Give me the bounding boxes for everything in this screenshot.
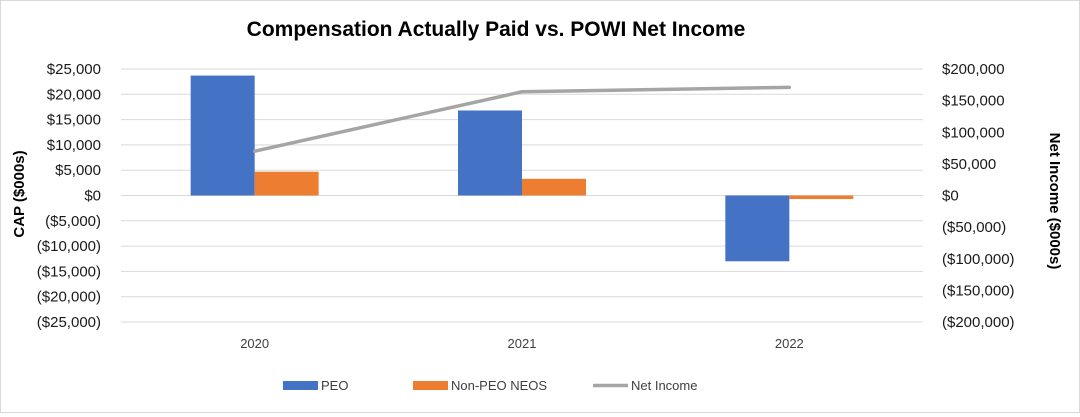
right-tick-label: ($200,000) [942, 314, 1015, 331]
line-series [252, 85, 792, 153]
bar-peo-2022 [725, 195, 790, 262]
right-tick-label: $150,000 [942, 93, 1005, 110]
legend-label-non-peo-neos: Non-PEO NEOS [451, 378, 547, 393]
x-tick-label: 2020 [240, 336, 269, 351]
bar-peo-2021 [458, 110, 522, 196]
bar-non-peo-neos-2022 [789, 195, 854, 200]
left-tick-label: ($10,000) [37, 238, 101, 255]
legend-swatch-non-peo-neos [413, 381, 448, 390]
right-tick-label: ($150,000) [942, 282, 1015, 299]
right-tick-label: $0 [942, 188, 959, 205]
legend-label-peo: PEO [321, 378, 348, 393]
right-tick-label: $100,000 [942, 124, 1005, 141]
bar-peo-2020 [190, 75, 255, 196]
right-tick-label: ($100,000) [942, 251, 1015, 268]
left-tick-label: ($25,000) [37, 314, 101, 331]
left-tick-label: $0 [84, 188, 101, 205]
left-axis-ticks: $25,000 $20,000 $15,000 $10,000 $5,000 $0 ($5,… [37, 61, 101, 331]
right-tick-label: $50,000 [942, 156, 996, 173]
left-tick-label: ($15,000) [37, 263, 101, 280]
left-tick-label: ($5,000) [45, 213, 101, 230]
legend: PEO Non-PEO NEOS Net Income [283, 378, 697, 393]
left-tick-label: ($20,000) [37, 289, 101, 306]
legend-swatch-peo [283, 381, 318, 390]
line-net-income [252, 85, 792, 153]
left-axis-title: CAP ($000s) [11, 150, 28, 237]
bar-non-peo-neos-2020 [254, 171, 319, 196]
right-axis-title: Net Income ($000s) [1046, 133, 1063, 270]
chart-title: Compensation Actually Paid vs. POWI Net … [247, 18, 746, 41]
left-tick-label: $10,000 [47, 137, 101, 154]
right-tick-label: ($50,000) [942, 219, 1006, 236]
bar-non-peo-neos-2021 [522, 178, 586, 196]
x-tick-label: 2021 [508, 336, 537, 351]
right-axis-ticks: $200,000 $150,000 $100,000 $50,000 $0 ($50,00… [942, 61, 1015, 331]
bar-series [190, 75, 854, 262]
left-tick-label: $25,000 [47, 61, 101, 78]
right-tick-label: $200,000 [942, 61, 1005, 78]
left-tick-label: $20,000 [47, 86, 101, 103]
left-tick-label: $5,000 [55, 162, 101, 179]
legend-label-net-income: Net Income [631, 378, 697, 393]
x-tick-label: 2022 [775, 336, 804, 351]
x-axis-ticks: 2020 2021 2022 [240, 336, 804, 351]
left-tick-label: $15,000 [47, 112, 101, 129]
